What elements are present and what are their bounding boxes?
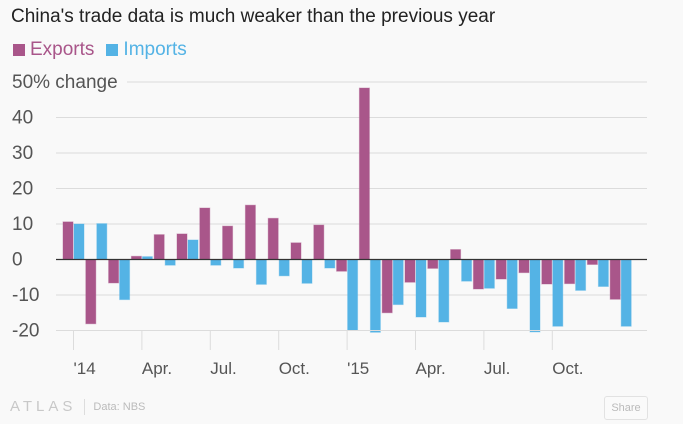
bar-imports: [255, 259, 267, 285]
x-tick-label: '15: [347, 359, 369, 378]
legend-item-imports[interactable]: Imports: [106, 39, 187, 61]
bar-exports: [427, 259, 439, 269]
x-tick-label: '14: [74, 359, 96, 378]
bar-imports: [597, 259, 609, 287]
chart-title: China's trade data is much weaker than t…: [11, 6, 496, 27]
y-tick-label: 0: [12, 250, 23, 271]
share-button[interactable]: Share: [604, 396, 648, 420]
bar-imports: [529, 259, 541, 333]
bar-imports: [415, 259, 427, 318]
bar-exports: [381, 259, 393, 314]
y-tick-label: -10: [12, 285, 39, 306]
footer: ATLAS Data: NBS: [10, 398, 145, 415]
bar-exports: [495, 259, 507, 280]
y-tick-label: 40: [12, 108, 33, 129]
bar-exports: [586, 259, 598, 265]
legend-label-imports: Imports: [123, 39, 187, 60]
bar-imports: [392, 259, 404, 306]
bar-imports: [96, 223, 108, 261]
bar-exports: [313, 224, 325, 261]
bar-imports: [73, 223, 85, 260]
bar-imports: [210, 259, 222, 266]
legend: Exports Imports: [13, 39, 187, 61]
bar-imports: [233, 259, 245, 269]
y-tick-label: 10: [12, 214, 33, 235]
bar-exports: [541, 259, 553, 285]
bar-exports: [244, 204, 256, 260]
bar-imports: [324, 259, 336, 269]
bar-imports: [347, 259, 359, 331]
bar-imports: [483, 259, 495, 289]
x-tick-label: Jul.: [484, 359, 510, 378]
bar-exports: [609, 259, 621, 300]
bar-exports: [108, 259, 120, 284]
x-tick-label: Apr.: [142, 359, 172, 378]
x-tick-label: Apr.: [416, 359, 446, 378]
bar-imports: [369, 259, 381, 333]
bar-imports: [301, 259, 313, 284]
bar-imports: [164, 259, 176, 266]
y-tick-label: 50% change: [12, 72, 118, 93]
exports-swatch: [13, 44, 25, 56]
legend-label-exports: Exports: [30, 39, 95, 60]
bar-exports: [450, 249, 462, 260]
atlas-logo[interactable]: ATLAS: [10, 398, 77, 415]
bar-imports: [552, 259, 564, 327]
x-tick-label: Oct.: [552, 359, 583, 378]
bar-exports: [518, 259, 530, 274]
bar-exports: [62, 221, 74, 260]
bar-exports: [336, 259, 348, 272]
bar-exports: [267, 217, 279, 261]
bar-exports: [564, 259, 576, 285]
bar-exports: [176, 233, 188, 261]
legend-item-exports[interactable]: Exports: [13, 39, 94, 61]
bar-exports: [290, 242, 302, 261]
y-tick-label: 20: [12, 179, 33, 200]
x-tick-label: Jul.: [210, 359, 236, 378]
bar-imports: [278, 259, 290, 277]
bar-exports: [85, 259, 97, 325]
bar-exports: [153, 234, 165, 260]
y-tick-label: -20: [12, 321, 39, 342]
footer-divider: [84, 398, 86, 415]
bar-imports: [119, 259, 131, 301]
bar-exports: [404, 259, 416, 283]
bar-imports: [506, 259, 518, 309]
imports-swatch: [106, 44, 119, 56]
x-tick-label: Oct.: [279, 359, 310, 378]
bar-imports: [575, 259, 587, 291]
bar-imports: [438, 259, 450, 323]
bar-exports: [358, 87, 370, 260]
bar-exports: [199, 207, 211, 260]
bar-imports: [187, 239, 199, 261]
bar-exports: [472, 259, 484, 290]
bar-imports: [461, 259, 473, 282]
bar-imports: [620, 259, 632, 327]
y-tick-label: 30: [12, 143, 33, 164]
bar-exports: [222, 225, 234, 261]
data-source: Data: NBS: [93, 400, 146, 413]
